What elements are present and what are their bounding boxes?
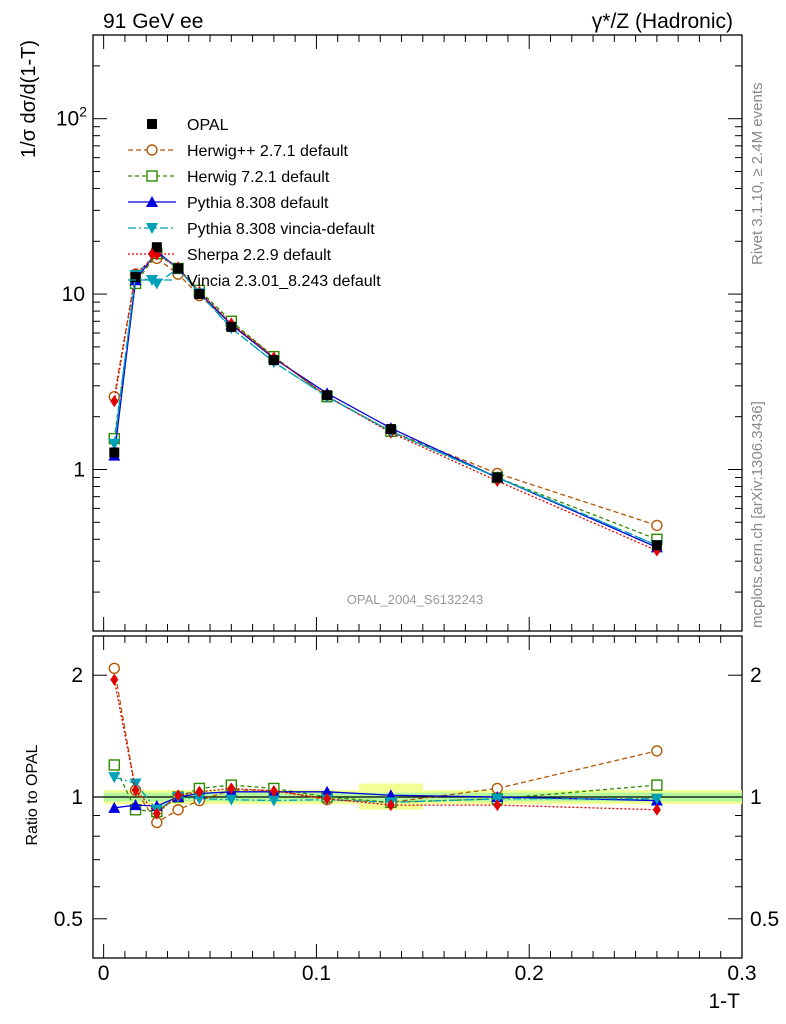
main-opal-point: [173, 263, 184, 274]
ratio-y-tick-label: 1: [71, 786, 83, 809]
watermark: OPAL_2004_S6132243: [347, 592, 483, 607]
mcplots-label: mcplots.cern.ch [arXiv:1306.3436]: [749, 401, 766, 628]
main-sherpa-2-2-9-default-point: [110, 395, 119, 408]
legend-label-opal: OPAL: [187, 117, 229, 134]
x-axis-label: 1-T: [709, 990, 741, 1013]
ratio-herwig-2-7-1-default-point: [651, 745, 663, 757]
ratio-pythia-8-308-default-point: [108, 801, 121, 813]
legend: OPAL Herwig++ 2.7.1 default Herwig 7.2.1 d…: [128, 117, 381, 290]
ratio-herwig-7-2-1-default-line: [113, 764, 657, 813]
main-opal-point: [385, 424, 396, 435]
main-herwig-2-7-1-default-point: [651, 519, 663, 532]
main-opal-point: [109, 447, 120, 458]
main-y-tick-labels: 1 10 102: [56, 104, 87, 482]
legend-marker-pythia-8-308-vincia-default: [146, 223, 158, 234]
main-y-tick-label: 102: [56, 104, 87, 131]
ratio-y-tick-label-right: 2: [750, 664, 762, 687]
legend-label-herwig-7-2-1-default: Herwig 7.2.1 default: [187, 169, 330, 186]
ratio-pythia-8-308-default-point: [129, 799, 142, 811]
ratio-y-tick-label: 2: [71, 664, 83, 687]
ratio-pythia-8-308-vincia-default-point: [129, 778, 142, 790]
ratio-sherpa-2-2-9-default-point: [227, 782, 236, 795]
legend-marker-herwig-2-7-1-default: [146, 144, 158, 156]
main-y-axis-label: 1/σ dσ/d(1-T): [18, 40, 40, 158]
main-opal-point: [268, 355, 279, 366]
x-tick-label: 0: [98, 962, 110, 985]
ratio-y-tick-label-right: 1: [750, 786, 762, 809]
main-axis-ticks: [93, 34, 743, 631]
ratio-y-tick-label-right: 0.5: [750, 908, 779, 931]
ratio-sherpa-2-2-9-default-point: [195, 785, 204, 798]
ratio-pythia-8-308-default-point: [321, 785, 334, 797]
main-opal-point: [322, 390, 333, 401]
ratio-herwig-2-7-1-default-point: [108, 662, 120, 675]
x-tick-label: 0.2: [515, 962, 544, 985]
ratio-y-axis-label: Ratio to OPAL: [24, 744, 41, 845]
x-tick-label: 0.1: [302, 962, 331, 985]
rivet-version-label: Rivet 3.1.10, ≥ 2.4M events: [749, 83, 766, 266]
ratio-pythia-8-308-vincia-default-point: [650, 793, 663, 805]
ratio-sherpa-2-2-9-default-point: [386, 799, 395, 812]
ratio-herwig-7-2-1-default-point: [651, 779, 663, 791]
ratio-y-tick-labels: 0.5 0.5 1 1 2 2: [54, 664, 779, 931]
legend-label-herwig-2-7-1-default: Herwig++ 2.7.1 default: [187, 143, 349, 160]
main-opal-point: [226, 321, 237, 332]
legend-marker-opal: [147, 119, 157, 129]
ratio-uncertainty-bands: [93, 783, 742, 810]
ratio-sherpa-2-2-9-default-point: [323, 792, 332, 805]
ratio-sherpa-2-2-9-default-point: [110, 673, 119, 686]
ratio-sherpa-2-2-9-default-point: [174, 789, 183, 802]
legend-label-pythia-8-308-vincia-default: Pythia 8.308 vincia-default: [187, 221, 375, 238]
main-opal-point: [492, 472, 503, 483]
main-opal-point: [651, 540, 662, 551]
ratio-sherpa-2-2-9-default-point: [652, 803, 661, 816]
legend-label-sherpa-2-2-9-default: Sherpa 2.2.9 default: [187, 247, 332, 264]
legend-marker-herwig-7-2-1-default: [146, 170, 158, 182]
main-sherpa-2-2-9-default-line: [113, 253, 658, 552]
x-tick-label: 0.3: [727, 962, 756, 985]
ratio-sherpa-2-2-9-default-point: [152, 807, 161, 820]
main-opal-point: [151, 242, 162, 253]
legend-label-vincia-2-3-01-8-243-default: Vincia 2.3.01_8.243 default: [187, 273, 381, 290]
ratio-herwig-2-7-1-default-point: [172, 804, 184, 816]
main-opal-point: [194, 289, 205, 300]
ratio-sherpa-2-2-9-default-point: [131, 784, 140, 797]
ratio-series-group: [108, 662, 663, 829]
legend-marker-pythia-8-308-default: [146, 196, 158, 207]
ratio-herwig-7-2-1-default-point: [108, 759, 120, 771]
header-left-title: 91 GeV ee: [103, 10, 203, 33]
ratio-pythia-8-308-vincia-default-point: [225, 794, 238, 806]
ratio-axis-ticks: [93, 636, 743, 959]
ratio-pythia-8-308-vincia-default-point: [108, 772, 121, 784]
main-y-tick-label: 10: [62, 283, 85, 306]
main-y-tick-label: 1: [73, 458, 85, 481]
ratio-sherpa-2-2-9-default-point: [493, 799, 502, 812]
main-series-group: [108, 242, 663, 557]
main-vincia-2-3-01-8-243-default-line: [113, 267, 658, 546]
ratio-pythia-8-308-vincia-default-point: [267, 795, 280, 807]
main-vincia-2-3-01-8-243-default-point: [108, 438, 121, 450]
main-opal-point: [130, 272, 141, 283]
x-tick-labels: 0 0.1 0.2 0.3: [98, 962, 757, 985]
legend-marker-vincia-2-3-01-8-243-default: [146, 275, 158, 286]
ratio-y-tick-label: 0.5: [54, 908, 83, 931]
ratio-sherpa-2-2-9-default-point: [269, 784, 278, 797]
legend-marker-sherpa-2-2-9-default: [148, 248, 156, 260]
legend-label-pythia-8-308-default: Pythia 8.308 default: [187, 195, 329, 212]
header-right-title: γ*/Z (Hadronic): [592, 10, 733, 33]
ratio-pythia-8-308-vincia-default-point: [193, 793, 206, 805]
